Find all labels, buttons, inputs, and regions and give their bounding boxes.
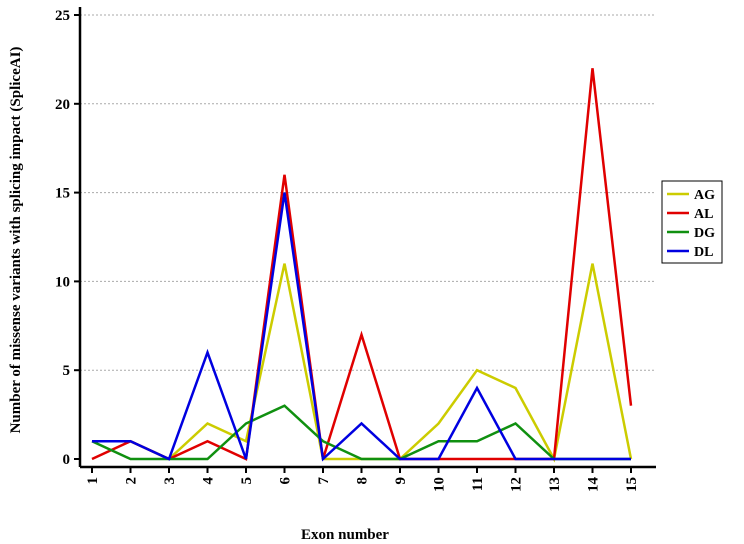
axes (78, 7, 656, 469)
x-tick-label: 4 (201, 477, 217, 485)
x-tick-label: 15 (624, 477, 640, 492)
y-axis-title: Number of missense variants with splicin… (8, 47, 24, 434)
y-axis-ticks: 0 5 10 15 20 25 (55, 8, 80, 468)
x-tick-label: 1 (85, 477, 101, 485)
x-axis-title: Exon number (301, 527, 389, 543)
x-tick-label: 5 (239, 477, 255, 485)
x-tick-label: 6 (278, 477, 294, 485)
x-tick-label: 14 (586, 477, 602, 493)
legend-label-dl: DL (694, 245, 713, 260)
y-tick-label: 20 (55, 97, 70, 113)
y-tick-label: 15 (55, 186, 70, 202)
x-tick-label: 8 (355, 477, 371, 485)
y-tick-label: 25 (55, 8, 70, 24)
y-tick-label: 10 (55, 274, 70, 290)
y-tick-label: 0 (63, 452, 71, 468)
series-lines (91, 68, 633, 463)
x-tick-label: 11 (470, 477, 486, 491)
legend-label-dg: DG (694, 226, 715, 241)
grid-lines (80, 14, 656, 371)
series-line-ag (92, 263, 633, 463)
x-tick-label: 3 (162, 477, 178, 485)
series-line-dl (92, 192, 631, 462)
x-tick-label: 12 (509, 477, 525, 492)
legend-label-al: AL (694, 207, 713, 222)
series-line-al (91, 68, 633, 461)
legend-label-ag: AG (694, 188, 715, 203)
x-tick-label: 2 (124, 477, 140, 485)
y-tick-label: 5 (63, 363, 71, 379)
x-tick-label: 7 (316, 477, 332, 485)
x-axis-ticks: 1 2 3 4 5 6 7 8 9 10 11 12 13 14 15 (85, 467, 640, 492)
x-tick-label: 13 (547, 477, 563, 492)
legend: AG AL DG DL (661, 180, 723, 264)
x-tick-label: 10 (432, 477, 448, 492)
x-tick-label: 9 (393, 477, 409, 485)
series-line-dg (91, 404, 631, 461)
